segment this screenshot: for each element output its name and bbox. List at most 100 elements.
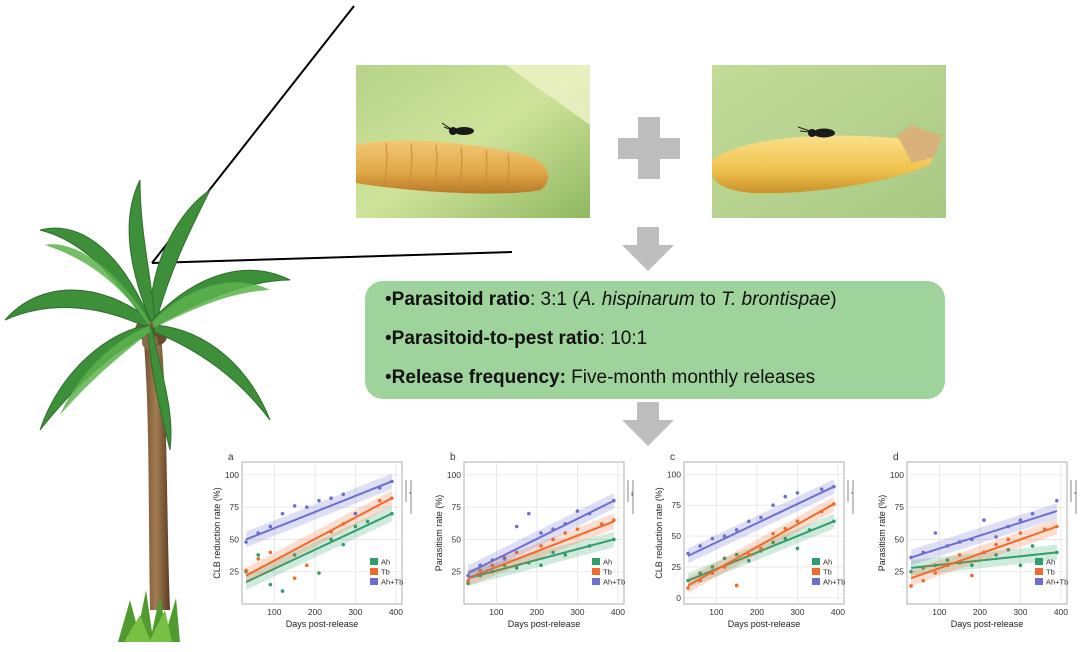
data-point-Ah	[1006, 547, 1011, 552]
y-axis-label: Parasitism rate (%)	[434, 495, 444, 572]
data-point-Tb	[514, 550, 519, 555]
data-point-Ah	[365, 519, 370, 524]
panel-label: d	[893, 452, 899, 463]
data-point-Ah+Tb	[795, 491, 800, 495]
x-tick-label: 400	[611, 607, 625, 617]
data-point-Ah+Tb	[317, 498, 321, 503]
data-point-Ah	[292, 553, 297, 557]
data-point-Ah+Tb	[377, 486, 382, 490]
data-point-Ah+Tb	[710, 536, 715, 541]
trend-line-Ah+Tb	[245, 480, 393, 541]
legend-swatch-Ah	[1035, 558, 1043, 565]
data-point-Ah+Tb	[353, 511, 358, 516]
data-point-Ah	[551, 550, 555, 555]
data-point-Tb	[490, 563, 495, 568]
x-tick-label: 100	[709, 607, 723, 617]
x-axis-label: Days post-release	[508, 619, 581, 629]
x-tick-label: 100	[267, 607, 281, 617]
release-parameters-box: •Parasitoid ratio: 3:1 (A. hispinarum to…	[365, 281, 945, 399]
data-point-Ah	[771, 540, 775, 545]
y-tick-label: 50	[672, 531, 682, 541]
data-point-Ah+Tb	[921, 550, 926, 555]
data-point-Ah+Tb	[747, 519, 751, 524]
down-arrow-2	[622, 402, 674, 446]
data-point-Ah	[490, 569, 495, 574]
y-tick-label: 25	[895, 567, 905, 577]
legend-label: Ah	[1046, 558, 1055, 567]
data-point-Tb	[612, 518, 616, 522]
data-point-Ah+Tb	[341, 492, 346, 497]
data-point-Ah	[832, 519, 836, 524]
data-point-Ah+Tb	[994, 535, 998, 539]
data-point-Tb	[268, 550, 273, 555]
sig-label: **	[627, 492, 633, 496]
trend-line-Ah	[245, 512, 393, 583]
data-point-Ah	[390, 511, 394, 516]
data-point-Ah+Tb	[514, 524, 519, 529]
data-point-Ah+Tb	[1006, 524, 1011, 529]
x-axis-label: Days post-release	[286, 619, 359, 629]
trend-line-Tb	[467, 520, 615, 580]
sig-label: *	[405, 492, 411, 494]
panel-label: c	[670, 452, 675, 463]
plus-sign-horizontal	[618, 138, 680, 159]
data-point-Tb	[305, 563, 309, 568]
data-point-Tb	[747, 552, 751, 557]
legend-label: Ah+Tb	[603, 578, 625, 587]
data-point-Tb	[390, 496, 394, 500]
data-point-Ah	[807, 528, 812, 532]
y-tick-label: 0	[676, 593, 681, 603]
x-tick-label: 200	[973, 607, 987, 617]
legend-label: Tb	[603, 568, 612, 577]
data-point-Tb	[734, 583, 739, 588]
data-point-Tb	[819, 509, 824, 514]
data-point-Tb	[244, 568, 248, 573]
x-axis-label: Days post-release	[728, 619, 801, 629]
y-tick-label: 25	[672, 562, 682, 572]
legend-swatch-Ah+Tb	[592, 578, 600, 585]
legend-label: Ah+Tb	[1046, 578, 1068, 587]
data-point-Tb	[945, 563, 950, 568]
panel-label: a	[228, 452, 234, 463]
y-tick-label: 50	[230, 534, 240, 544]
release-frequency-line: •Release frequency: Five-month monthly r…	[385, 367, 816, 388]
data-point-Tb	[832, 502, 836, 506]
x-axis-label: Days post-release	[951, 619, 1024, 629]
x-tick-label: 300	[348, 607, 362, 617]
data-point-Ah+Tb	[698, 544, 703, 548]
x-tick-label: 300	[1013, 607, 1027, 617]
data-point-Ah	[563, 553, 568, 557]
data-point-Ah+Tb	[575, 509, 580, 513]
data-point-Ah+Tb	[280, 511, 285, 516]
y-tick-label: 25	[230, 567, 240, 577]
sig-label: **	[852, 492, 855, 496]
trend-line-Ah+Tb	[910, 510, 1058, 559]
data-point-Ah	[722, 556, 727, 561]
down-arrow-1	[622, 227, 674, 271]
data-point-Ah	[256, 553, 261, 557]
legend-label: Ah+Tb	[381, 578, 403, 587]
y-tick-label: 100	[667, 469, 681, 479]
parasitoid-on-larva-photo	[356, 65, 590, 218]
legend-swatch-Ah	[592, 558, 600, 565]
data-point-Tb	[994, 542, 998, 547]
data-point-Ah	[1030, 544, 1035, 548]
data-point-Ah+Tb	[832, 484, 836, 489]
data-point-Ah+Tb	[945, 544, 950, 548]
data-point-Ah	[759, 549, 763, 553]
data-point-Ah+Tb	[1030, 511, 1035, 516]
x-tick-label: 200	[750, 607, 764, 617]
data-point-Ah+Tb	[957, 540, 962, 544]
data-point-Ah+Tb	[490, 558, 495, 562]
data-point-Ah	[268, 582, 273, 587]
data-point-Ah	[921, 566, 926, 570]
data-point-Tb	[710, 571, 715, 575]
y-tick-label: 75	[230, 502, 240, 512]
x-tick-label: 200	[530, 607, 544, 617]
data-point-Tb	[1006, 537, 1011, 542]
data-point-Ah+Tb	[771, 503, 775, 508]
x-tick-label: 200	[308, 607, 322, 617]
legend-label: Tb	[823, 568, 832, 577]
legend-swatch-Ah	[370, 558, 378, 565]
data-point-Ah	[747, 558, 751, 563]
